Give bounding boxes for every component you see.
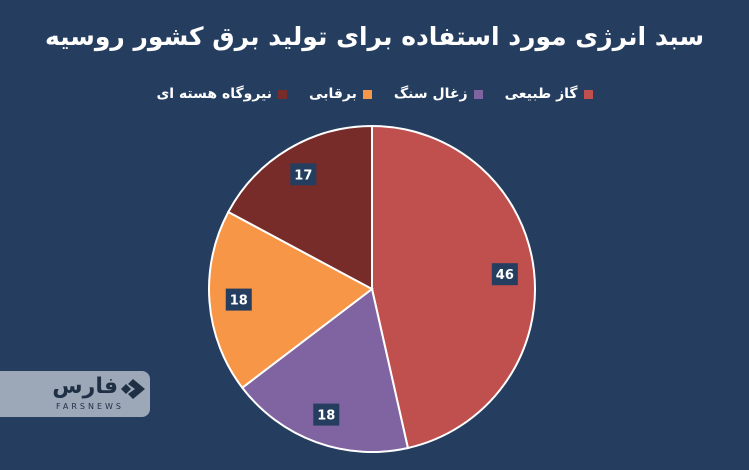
legend-label: زغال سنگ (393, 86, 468, 102)
label-background (290, 163, 317, 186)
watermark-sub: FARSNEWS (56, 402, 125, 411)
label-background (313, 403, 340, 426)
slice-value-text: 18 (317, 409, 335, 424)
legend-swatch (583, 89, 593, 99)
slice-value-text: 18 (230, 294, 248, 309)
label-background (491, 263, 518, 286)
label-background (225, 288, 252, 311)
legend-label: برقابی (309, 86, 357, 102)
pie-slice (240, 287, 410, 453)
pie-slice (208, 210, 374, 390)
legend-swatch (362, 89, 372, 99)
slice-value-label: 18 (313, 403, 340, 426)
pie-slice (226, 124, 373, 291)
farsnews-watermark: فارس FARSNEWS (50, 372, 150, 416)
watermark-brand: فارس (52, 374, 118, 399)
legend-swatch (278, 89, 288, 99)
legend-label: گاز طبیعی (504, 86, 578, 102)
pie-slice (371, 124, 536, 450)
legend-item-natural-gas: گاز طبیعی (505, 86, 593, 102)
slice-value-label: 17 (290, 163, 317, 186)
chart-title: سبد انرژی مورد استفاده برای تولید برق کش… (44, 22, 705, 51)
slice-value-label: 46 (491, 263, 518, 286)
legend-item-coal: زغال سنگ (394, 86, 483, 102)
farsnews-logo-icon (121, 379, 145, 399)
slice-value-text: 46 (496, 268, 514, 283)
legend-swatch (473, 89, 483, 99)
slice-value-text: 17 (294, 168, 312, 183)
chart-legend: گاز طبیعی زغال سنگ برقابی نیروگاه هسته ا… (0, 86, 749, 102)
legend-item-hydro: برقابی (309, 86, 372, 102)
watermark-background (0, 371, 150, 417)
legend-item-nuclear: نیروگاه هسته ای (156, 86, 288, 102)
legend-label: نیروگاه هسته ای (156, 86, 273, 102)
slice-value-label: 18 (225, 288, 252, 311)
